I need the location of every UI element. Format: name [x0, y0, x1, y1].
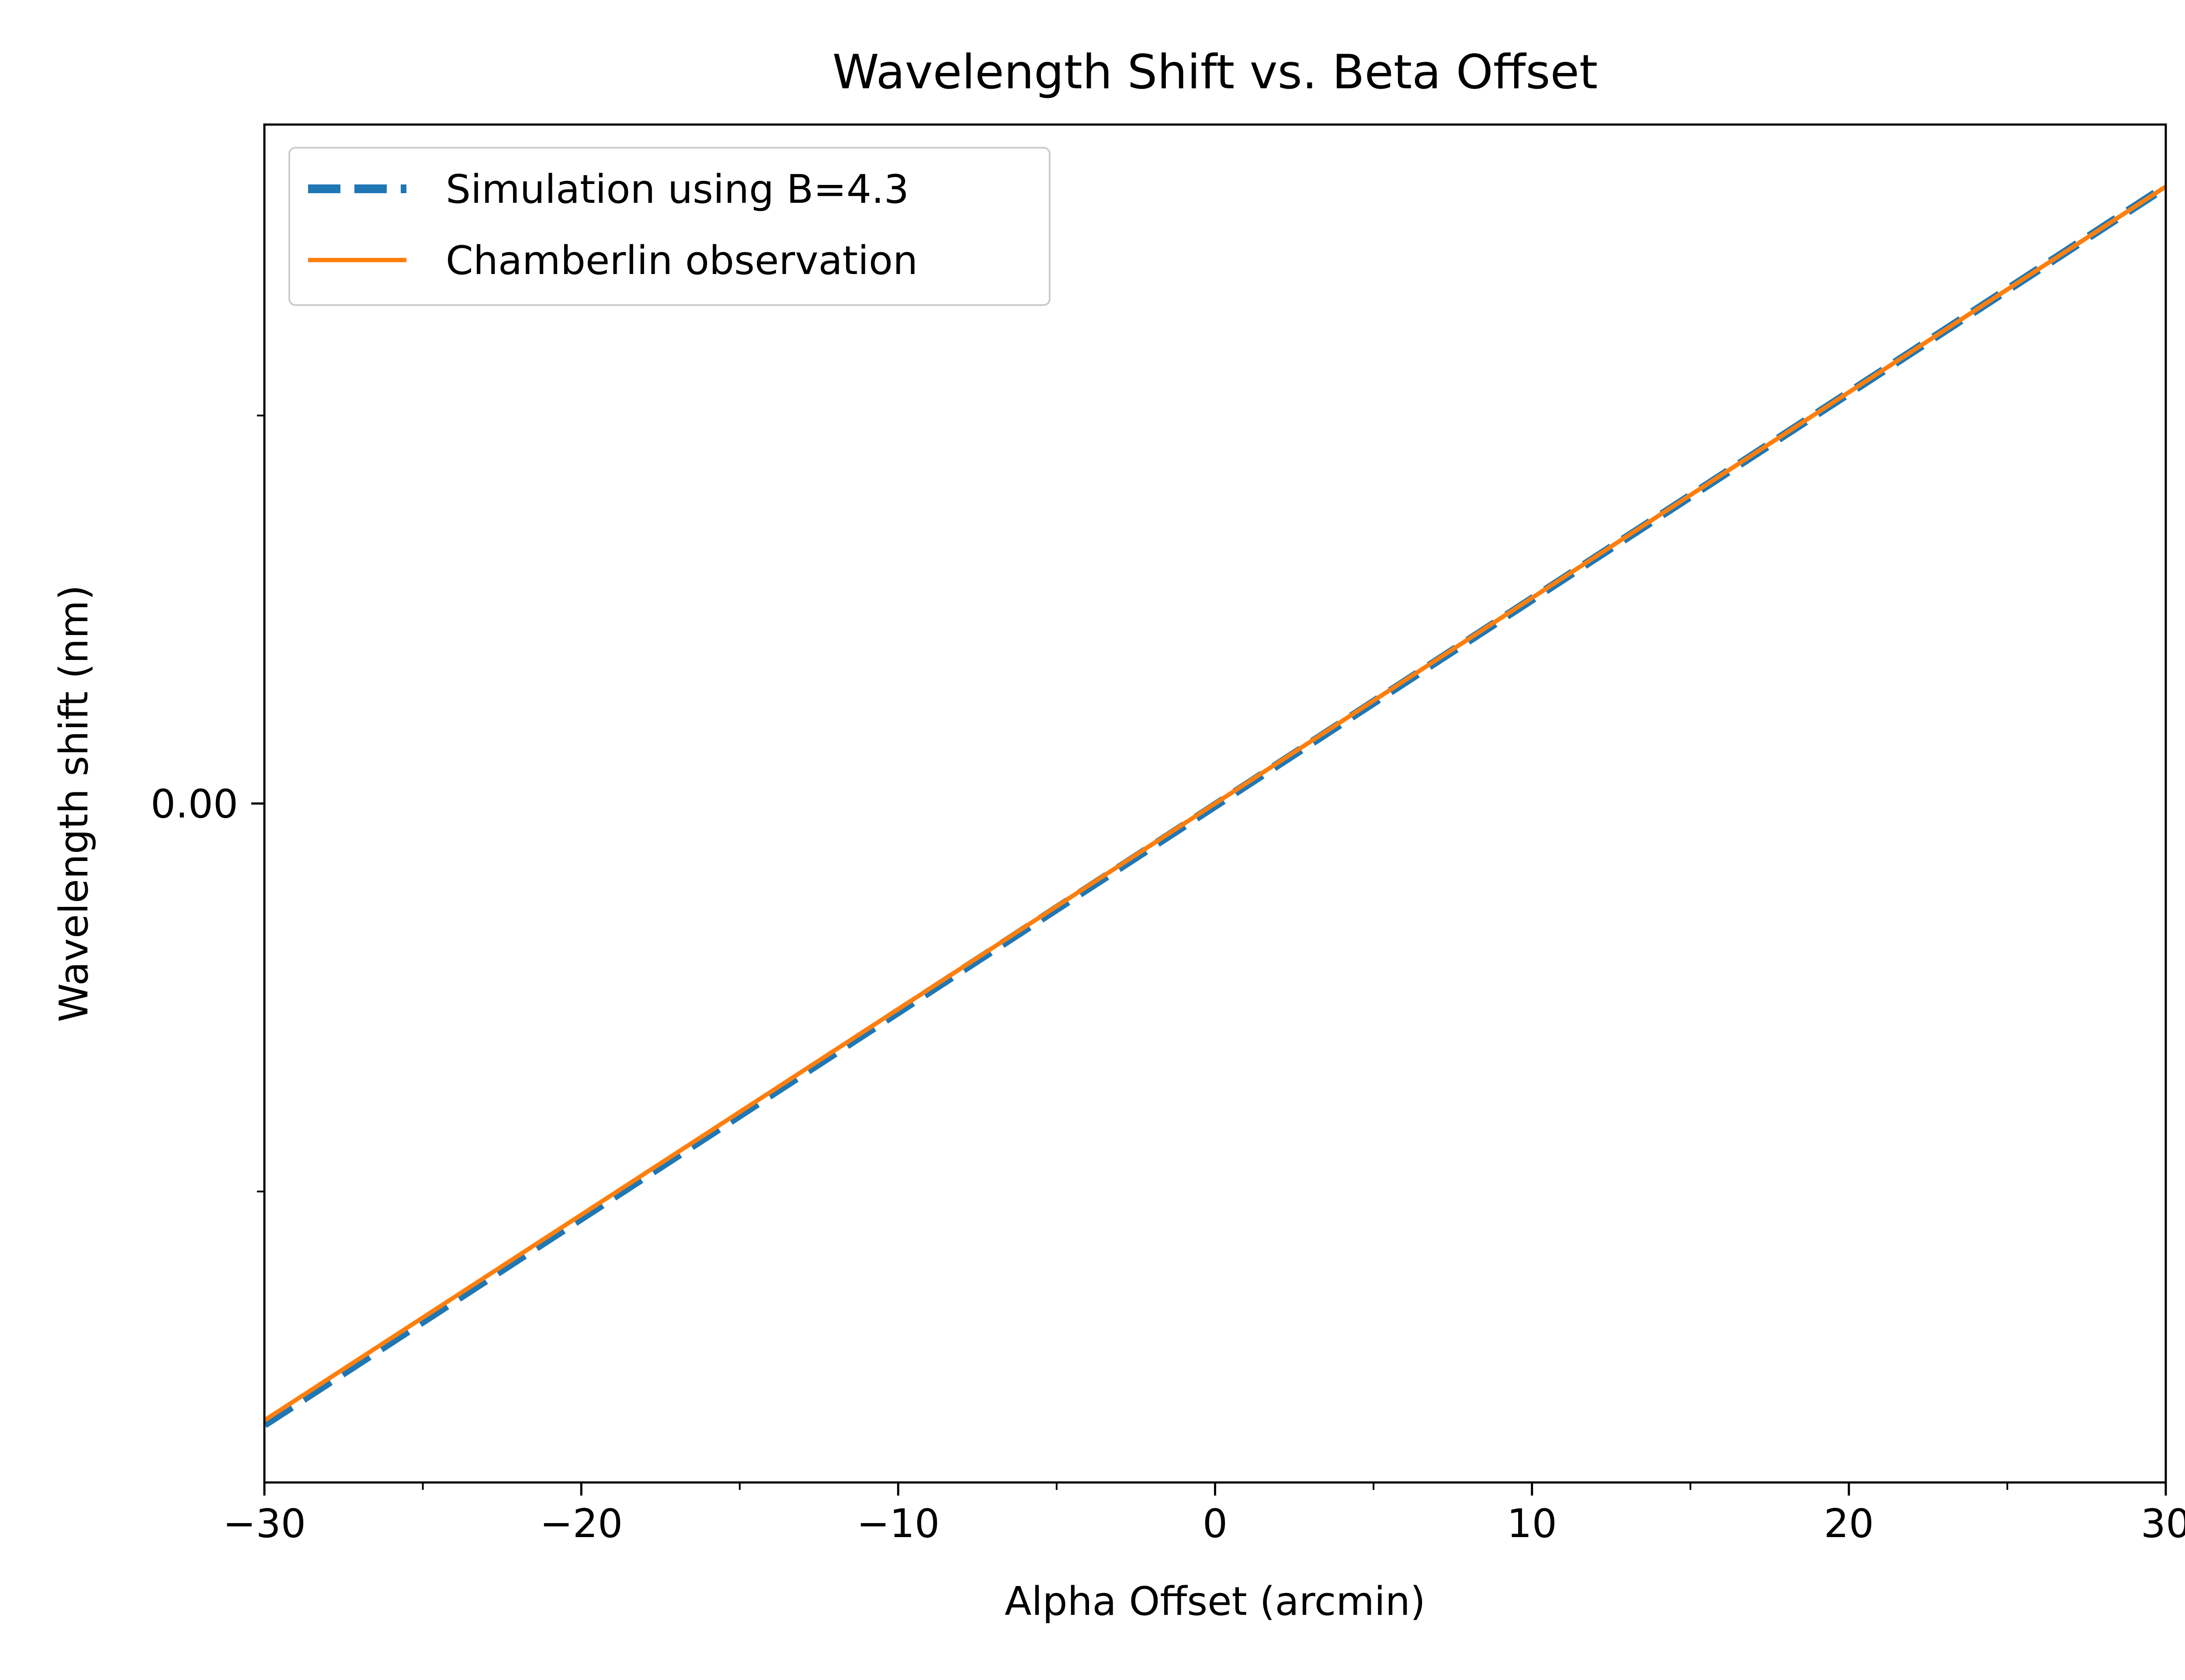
- x-tick-label: 20: [1824, 1501, 1874, 1547]
- legend-label-1: Simulation using B=4.3: [446, 167, 909, 212]
- chart-title: Wavelength Shift vs. Beta Offset: [832, 45, 1598, 100]
- x-tick-label: 30: [2141, 1501, 2185, 1547]
- x-tick-label: −20: [540, 1501, 623, 1547]
- y-axis-label: Wavelength shift (nm): [51, 585, 97, 1022]
- x-tick-label: −30: [223, 1501, 306, 1547]
- y-tick-label: 0.00: [151, 781, 238, 827]
- legend-box: [288, 147, 1051, 306]
- legend-label-2: Chamberlin observation: [446, 238, 918, 284]
- legend: Simulation using B=4.3 Chamberlin observa…: [288, 147, 1051, 306]
- x-axis-label: Alpha Offset (arcmin): [1005, 1579, 1425, 1624]
- x-tick-label: 0: [1203, 1501, 1228, 1547]
- series-line-2: [264, 184, 2166, 1423]
- x-tick-label: −10: [857, 1501, 940, 1547]
- series-group: [264, 183, 2166, 1428]
- x-tick-label: 10: [1507, 1501, 1557, 1547]
